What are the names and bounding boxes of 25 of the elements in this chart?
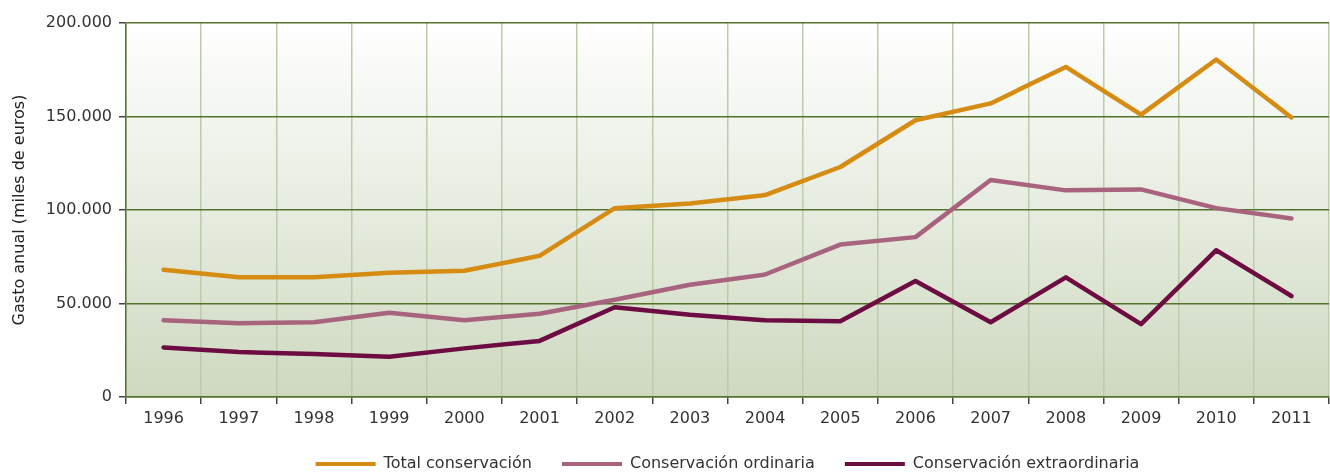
x-tick-label: 1999 [368, 407, 410, 427]
x-tick-label: 2006 [895, 407, 936, 427]
x-tick-label: 1997 [218, 407, 260, 427]
x-tick-label: 2008 [1045, 407, 1087, 427]
x-tick-label: 2005 [819, 407, 861, 427]
x-tick-label: 1998 [293, 407, 335, 427]
y-tick-label: 200.000 [45, 12, 112, 32]
y-tick-label: 100.000 [45, 199, 112, 219]
y-tick-label: 150.000 [45, 105, 112, 125]
legend-label: Total conservación [382, 453, 532, 473]
x-tick-label: 2011 [1271, 407, 1312, 427]
x-tick-label: 2002 [594, 407, 636, 427]
x-tick-label: 1996 [143, 407, 184, 427]
legend-label: Conservación ordinaria [630, 453, 815, 473]
y-tick-label: 0 [101, 386, 112, 406]
x-tick-label: 2003 [669, 407, 711, 427]
x-tick-label: 2000 [443, 407, 485, 427]
x-tick-label: 2004 [744, 407, 786, 427]
x-tick-label: 2001 [519, 407, 560, 427]
x-tick-label: 2009 [1120, 407, 1162, 427]
y-tick-label: 50.000 [56, 292, 112, 312]
legend-label: Conservación extraordinaria [912, 453, 1140, 473]
x-tick-label: 2010 [1195, 407, 1237, 427]
y-axis-title: Gasto anual (miles de euros) [8, 94, 28, 326]
x-tick-label: 2007 [970, 407, 1012, 427]
